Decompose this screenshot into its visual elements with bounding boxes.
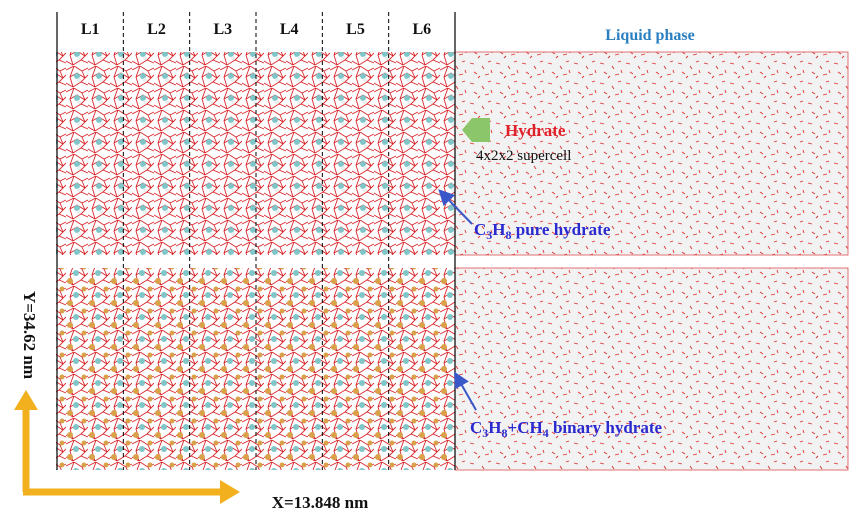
liquid-label: Liquid phase: [605, 27, 694, 44]
subscript: 8: [506, 228, 512, 242]
subscript: 8: [502, 426, 508, 440]
liquid-bottom: [454, 267, 849, 471]
binary-arrow: [454, 371, 477, 411]
layer-label: L1: [81, 21, 100, 38]
subscript: 3: [486, 228, 492, 242]
layer-label: L6: [412, 21, 431, 38]
hydrate-label: Hydrate: [505, 121, 566, 140]
y-arrow-head: [14, 390, 38, 410]
label-part: pure hydrate: [512, 220, 611, 239]
layer-label: L3: [213, 21, 232, 38]
liquid-top: [454, 51, 849, 256]
y-axis-label: Y=34.62 nm: [20, 291, 39, 379]
x-arrow-head: [220, 480, 240, 504]
subscript: 3: [482, 426, 488, 440]
label-part: H: [488, 418, 501, 437]
label-part: +CH: [508, 418, 543, 437]
layer-label: L4: [280, 21, 299, 38]
pure-arrow: [438, 189, 473, 225]
panels: [56, 12, 849, 471]
green-arrow: [462, 118, 490, 142]
x-axis-label: X=13.848 nm: [272, 493, 369, 512]
label-part: C: [470, 418, 482, 437]
label-part: C: [474, 220, 486, 239]
layer-label: L5: [346, 21, 365, 38]
label-part: H: [492, 220, 505, 239]
layer-labels: L1 L2 L3 L4 L5 L6: [81, 12, 431, 470]
label-part: binary hydrate: [549, 418, 663, 437]
binary-label: C3H8+CH4 binary hydrate: [470, 418, 662, 440]
supercell-label: 4x2x2 supercell: [476, 148, 571, 164]
axes-arrows: [14, 390, 240, 504]
pure-label: C3H8 pure hydrate: [474, 220, 611, 242]
layer-label: L2: [147, 21, 166, 38]
subscript: 4: [543, 426, 549, 440]
